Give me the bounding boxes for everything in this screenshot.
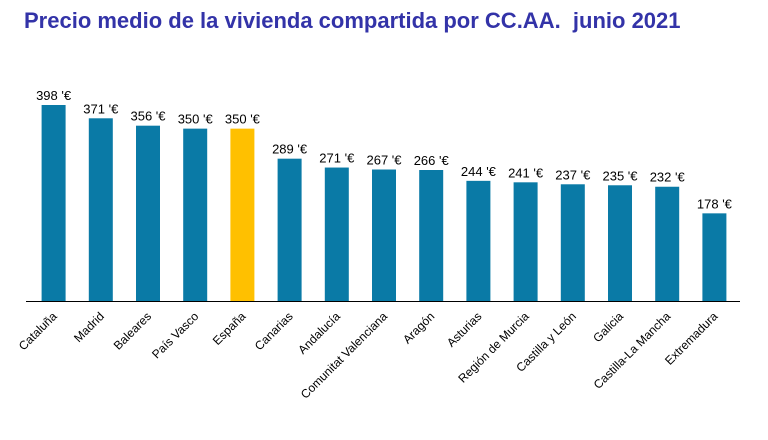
bar-5 [277, 158, 302, 301]
value-label-0: 398 '€ [36, 88, 72, 103]
bar-4 [230, 128, 255, 301]
value-label-3: 350 '€ [178, 112, 214, 127]
bar-3 [183, 128, 208, 301]
category-label-1: Madrid [71, 309, 107, 345]
bar-10 [513, 182, 538, 301]
bar-13 [655, 186, 680, 301]
bar-2 [136, 125, 160, 302]
category-label-4: España [210, 309, 249, 348]
category-label-0: Cataluña [16, 309, 60, 353]
value-label-6: 271 '€ [319, 151, 355, 166]
category-label-9: Asturias [444, 309, 485, 350]
value-label-7: 267 '€ [366, 153, 402, 168]
value-label-9: 244 '€ [461, 164, 497, 179]
bar-1 [88, 118, 113, 302]
category-label-6: Andalucía [295, 309, 343, 357]
bar-12 [608, 185, 632, 301]
bar-0 [41, 105, 66, 301]
bar-14 [702, 213, 727, 301]
bar-7 [372, 169, 396, 301]
category-label-12: Galicia [590, 309, 626, 345]
bar-11 [560, 184, 585, 301]
value-label-8: 266 '€ [414, 153, 450, 168]
value-label-1: 371 '€ [83, 101, 119, 116]
category-label-3: País Vasco [149, 309, 201, 361]
category-label-7: Comunitat Valenciana [298, 309, 391, 402]
value-label-10: 241 '€ [508, 165, 544, 180]
bar-8 [419, 170, 444, 301]
bars-group [41, 105, 727, 302]
value-label-2: 356 '€ [130, 109, 166, 124]
bar-9 [466, 180, 491, 301]
category-label-8: Aragón [400, 309, 437, 346]
chart-title: Precio medio de la vivienda compartida p… [24, 8, 681, 33]
category-label-5: Canarias [252, 309, 296, 353]
bar-6 [324, 167, 349, 301]
value-label-12: 235 '€ [602, 168, 638, 183]
value-label-13: 232 '€ [650, 170, 686, 185]
category-label-2: Baleares [111, 309, 154, 352]
value-labels-group: 398 '€ 371 '€ 356 '€ 350 '€ 350 '€ 289 '€ 271 … [36, 88, 733, 211]
value-label-4: 350 '€ [225, 112, 261, 127]
value-label-11: 237 '€ [555, 167, 591, 182]
value-label-14: 178 '€ [697, 196, 733, 211]
value-label-5: 289 '€ [272, 142, 308, 157]
